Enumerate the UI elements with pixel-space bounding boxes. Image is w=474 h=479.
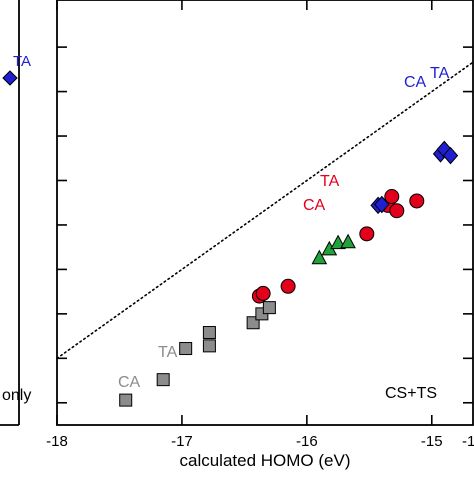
circle-point-1-6: [409, 193, 425, 209]
left-panel-only-label: only: [2, 387, 31, 404]
data-points: [119, 140, 459, 407]
square-series-label-1: TA: [158, 344, 178, 361]
circle-series-label-1: CA: [303, 197, 326, 214]
square-point-0-3: [202, 339, 216, 353]
triangle-point-2-0: [311, 249, 328, 265]
square-point-0-0: [119, 393, 133, 407]
left-panel-fragment: TA only: [0, 0, 31, 426]
plot-border: [56, 0, 474, 426]
circle-point-1-5: [389, 203, 405, 219]
diamond-point-3-4: [442, 146, 459, 165]
left-panel-diamond-point: [2, 70, 18, 86]
plot-frame: [56, 0, 474, 426]
x-tick-label-2: -16: [296, 433, 318, 450]
x-tick-label-3: -15: [421, 433, 443, 450]
left-panel-point-label: TA: [13, 53, 31, 70]
x-axis-ticks: -18 -17 -16 -15: [46, 0, 443, 450]
circle-point-1-3: [359, 226, 375, 242]
triangle-point-2-3: [340, 233, 356, 249]
parity-line: [56, 61, 474, 360]
panel-label: CS+TS: [385, 385, 437, 402]
diamond-series-label-0: CA: [404, 74, 427, 91]
square-point-0-1: [156, 373, 170, 387]
x-tick-label-0: -18: [46, 433, 68, 450]
triangle-point-2-2: [330, 234, 346, 250]
square-point-0-7: [262, 301, 276, 315]
x-tick-label-1: -17: [171, 433, 193, 450]
square-point-0-4: [202, 326, 216, 340]
circle-point-1-2: [280, 278, 296, 294]
y-axis-ticks: [57, 46, 473, 404]
diamond-point-3-1: [374, 195, 390, 214]
square-point-0-2: [179, 342, 193, 356]
circle-series-label-0: TA: [320, 173, 340, 190]
square-series-label-0: CA: [118, 374, 141, 391]
x-axis-label: calculated HOMO (eV): [180, 451, 351, 470]
circle-point-1-1: [255, 285, 271, 301]
x-tick-label-right-edge: -1: [462, 433, 474, 450]
circle-point-1-7: [384, 188, 400, 204]
diamond-series-label-1: TA: [430, 65, 450, 82]
